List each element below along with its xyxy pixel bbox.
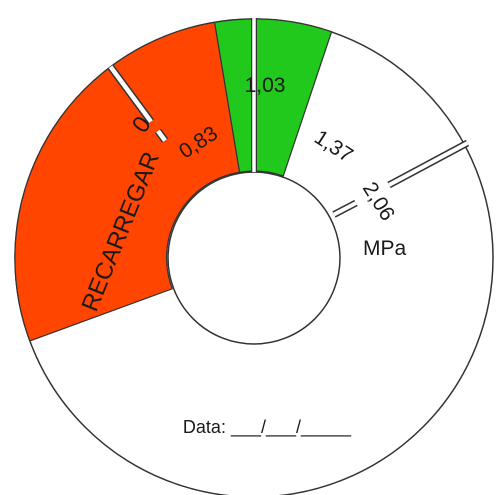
date-line: Data: ___/___/_____ [183,417,352,438]
tick-2-06 [332,139,470,218]
label-unit-mpa: MPa [363,237,407,260]
dial-center-hole [167,171,341,345]
label-1-03: 1,03 [245,74,286,97]
tick-zero [107,64,169,143]
